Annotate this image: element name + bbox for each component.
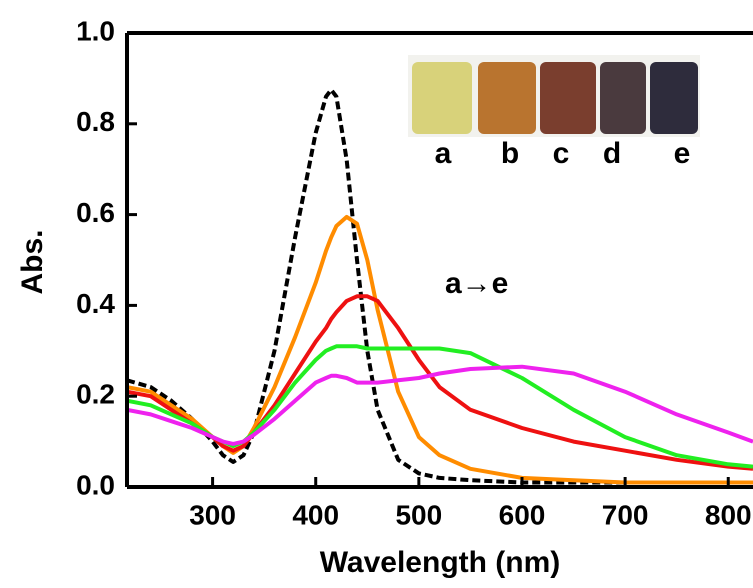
y-tick-label: 0.8 [76, 106, 115, 137]
x-tick-label: 400 [292, 499, 339, 530]
vial [540, 62, 596, 134]
y-tick-label: 0.2 [76, 379, 115, 410]
x-tick-label: 600 [499, 499, 546, 530]
vial [412, 62, 472, 134]
annotation: a→e [445, 267, 508, 300]
y-tick-label: 0.6 [76, 197, 115, 228]
y-axis-label: Abs. [16, 229, 49, 294]
series-line [126, 364, 753, 446]
y-tick-label: 1.0 [76, 15, 115, 46]
vial [478, 62, 536, 134]
x-tick-label: 800 [705, 499, 752, 530]
series-line [126, 87, 753, 485]
x-tick-label: 700 [602, 499, 649, 530]
x-tick-label: 500 [395, 499, 442, 530]
inset-photo [408, 55, 700, 137]
inset-label: c [553, 137, 570, 170]
inset-label: a [435, 137, 452, 170]
x-tick-label: 300 [189, 499, 236, 530]
inset-label: e [674, 137, 691, 170]
vial [650, 62, 698, 134]
inset-label: d [603, 137, 621, 170]
x-axis-label: Wavelength (nm) [320, 546, 561, 579]
vial [600, 62, 646, 134]
y-tick-label: 0.0 [76, 469, 115, 500]
y-tick-label: 0.4 [76, 288, 115, 319]
series-line [126, 294, 753, 471]
inset-label: b [501, 137, 519, 170]
